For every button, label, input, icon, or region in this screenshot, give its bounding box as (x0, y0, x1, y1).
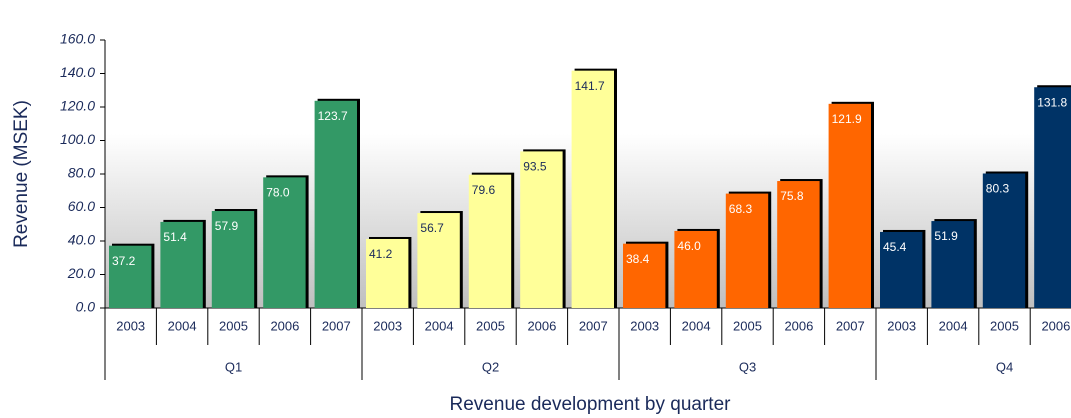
bar (828, 103, 871, 308)
data-label: 78.0 (266, 186, 290, 200)
x-tick-label: 2006 (527, 318, 556, 333)
bar (314, 100, 357, 309)
data-label: 75.8 (780, 189, 804, 203)
x-tick-label: 2006 (1041, 318, 1070, 333)
x-tick-label: 2006 (784, 318, 813, 333)
data-label: 46.0 (677, 239, 701, 253)
x-tick-label: 2005 (733, 318, 762, 333)
data-label: 68.3 (729, 202, 753, 216)
y-tick-label: 160.0 (60, 31, 95, 47)
bar (1034, 87, 1071, 308)
y-tick-label: 100.0 (60, 131, 95, 147)
bar (211, 211, 255, 308)
x-tick-label: 2005 (476, 318, 505, 333)
x-tick-label: 2003 (116, 318, 145, 333)
bar (160, 221, 203, 308)
bar (571, 70, 614, 308)
x-tick-label: 2007 (836, 318, 865, 333)
bar (880, 231, 923, 308)
bar (263, 177, 306, 308)
x-tick-label: 2006 (270, 318, 299, 333)
bar (674, 230, 717, 308)
data-label: 45.4 (883, 240, 907, 254)
data-label: 121.9 (832, 112, 862, 126)
x-tick-label: 2005 (990, 318, 1019, 333)
group-label: Q2 (482, 359, 499, 374)
y-tick-label: 80.0 (68, 165, 95, 181)
group-label: Q4 (996, 359, 1013, 374)
data-label: 37.2 (112, 254, 136, 268)
x-tick-label: 2003 (630, 318, 659, 333)
data-label: 131.8 (1037, 95, 1067, 109)
x-tick-label: 2005 (219, 318, 248, 333)
data-label: 56.7 (420, 221, 444, 235)
x-tick-label: 2004 (939, 318, 968, 333)
bar (725, 193, 769, 308)
bar (468, 174, 512, 308)
group-label: Q1 (225, 359, 242, 374)
group-label: Q3 (739, 359, 756, 374)
y-tick-label: 140.0 (60, 64, 95, 80)
x-tick-label: 2007 (322, 318, 351, 333)
data-label: 141.7 (575, 79, 605, 93)
y-tick-label: 20.0 (67, 265, 95, 281)
bar (623, 243, 666, 308)
data-label: 79.6 (472, 183, 496, 197)
x-tick-label: 2007 (579, 318, 608, 333)
bar (109, 245, 152, 308)
data-label: 93.5 (523, 160, 547, 174)
x-tick-label: 2004 (425, 318, 454, 333)
data-label: 80.3 (986, 182, 1010, 196)
data-label: 123.7 (318, 109, 348, 123)
data-label: 38.4 (626, 252, 650, 266)
data-label: 41.2 (369, 247, 393, 261)
bar (366, 238, 409, 308)
y-axis-label: Revenue (MSEK) (11, 100, 32, 248)
bar (982, 173, 1026, 308)
y-tick-label: 60.0 (68, 198, 95, 214)
bar (520, 151, 563, 308)
x-tick-label: 2004 (682, 318, 711, 333)
y-tick-label: 120.0 (60, 98, 95, 114)
y-tick-label: 0.0 (76, 299, 96, 315)
data-label: 57.9 (215, 219, 239, 233)
data-label: 51.9 (934, 229, 958, 243)
bar (777, 181, 820, 308)
y-tick-label: 40.0 (68, 232, 95, 248)
data-label: 51.4 (163, 230, 187, 244)
bar (417, 213, 460, 308)
x-tick-label: 2003 (373, 318, 402, 333)
x-axis-label: Revenue development by quarter (450, 394, 732, 415)
x-tick-label: 2004 (168, 318, 197, 333)
x-tick-label: 2003 (887, 318, 916, 333)
bar (931, 221, 974, 308)
